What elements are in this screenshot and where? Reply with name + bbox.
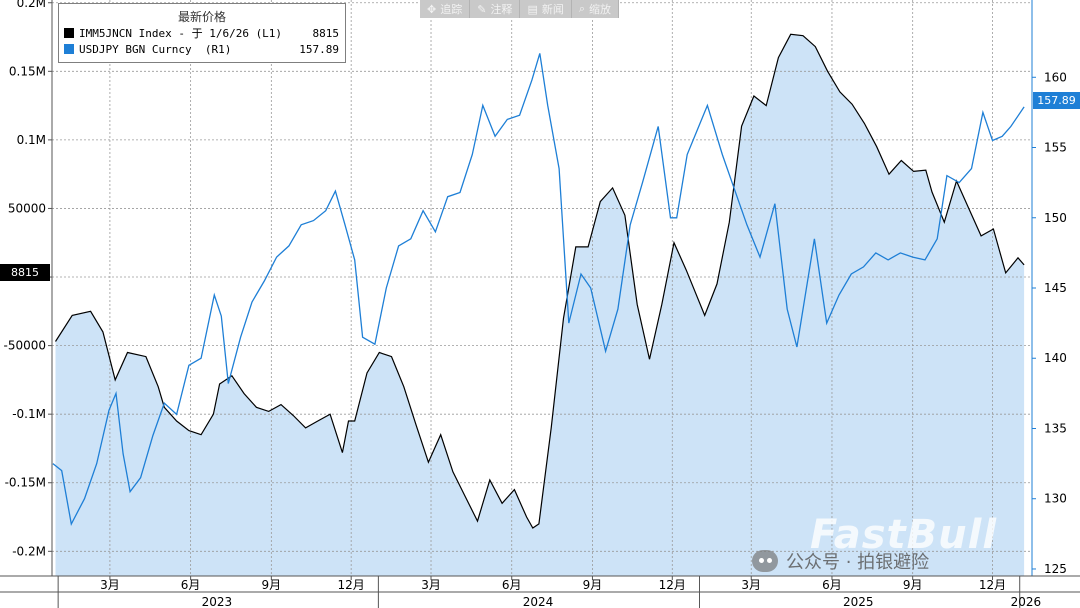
chart-toolbar: ✥ 追踪 ✎ 注释 ▤ 新闻 ⌕ 缩放	[420, 0, 620, 18]
left-last-value-badge: 8815	[0, 264, 50, 281]
x-month-label: 9月	[262, 578, 282, 592]
track-button[interactable]: ✥ 追踪	[420, 0, 471, 18]
x-month-label: 3月	[741, 578, 761, 592]
x-year-label: 2024	[523, 595, 554, 608]
left-tick-label: 50000	[8, 201, 46, 215]
news-button[interactable]: ▤ 新闻	[520, 0, 572, 18]
wechat-icon	[752, 550, 778, 572]
imm-series-line	[54, 33, 1025, 529]
zoom-button[interactable]: ⌕ 缩放	[572, 0, 620, 18]
left-tick-label: -0.15M	[5, 476, 46, 490]
legend-swatch	[64, 28, 74, 38]
x-month-label: 9月	[583, 578, 603, 592]
x-year-label: 2025	[843, 595, 874, 608]
pencil-icon: ✎	[477, 2, 487, 16]
x-month-label: 6月	[822, 578, 842, 592]
right-tick-label: 135	[1044, 421, 1067, 435]
right-tick-label: 160	[1044, 70, 1067, 84]
news-icon: ▤	[527, 2, 538, 16]
right-tick-label: 155	[1044, 141, 1067, 155]
left-tick-label: 0.15M	[9, 64, 46, 78]
left-tick-label: 0.2M	[17, 0, 46, 10]
legend-title: 最新价格	[177, 10, 226, 24]
legend-item-name: IMM5JNCN Index - 于 1/6/26 (L1)	[79, 27, 283, 40]
track-label: 追踪	[440, 3, 463, 16]
x-month-label: 3月	[100, 578, 120, 592]
news-label: 新闻	[541, 3, 564, 16]
legend-item-value: 157.89	[299, 42, 339, 56]
imm-area-fill	[55, 34, 1025, 577]
usdjpy-series-line	[52, 53, 1025, 526]
x-month-label: 9月	[903, 578, 923, 592]
chart-legend: 最新价格 IMM5JNCN Index - 于 1/6/26 (L1) 8815…	[58, 3, 346, 63]
x-month-label: 12月	[659, 578, 686, 592]
x-month-label: 12月	[338, 578, 365, 592]
move-icon: ✥	[427, 2, 437, 16]
left-tick-label: -0.1M	[12, 407, 46, 421]
legend-item-name: USDJPY BGN Curncy (R1)	[79, 42, 232, 56]
x-month-label: 6月	[502, 578, 522, 592]
watermark-channel: 公众号 · 拍银避险	[752, 548, 929, 574]
x-year-label: 2026	[1011, 595, 1042, 608]
legend-item-value: 8815	[312, 26, 340, 40]
x-year-label: 2023	[202, 595, 233, 608]
watermark-brand: FastBull	[810, 512, 998, 558]
left-tick-label: 0.1M	[17, 133, 46, 147]
x-month-label: 12月	[979, 578, 1006, 592]
right-tick-label: 150	[1044, 211, 1067, 225]
channel-name: 公众号 · 拍银避险	[786, 552, 930, 573]
legend-swatch	[64, 44, 74, 54]
right-tick-label: 145	[1044, 281, 1067, 295]
x-month-label: 6月	[181, 578, 201, 592]
x-month-label: 3月	[421, 578, 441, 592]
annotate-label: 注释	[490, 3, 513, 16]
right-tick-label: 140	[1044, 351, 1067, 365]
right-tick-label: 125	[1044, 562, 1067, 576]
legend-item[interactable]: USDJPY BGN Curncy (R1) 157.89	[59, 41, 345, 57]
legend-item[interactable]: IMM5JNCN Index - 于 1/6/26 (L1) 8815	[59, 25, 345, 41]
right-last-value-badge: 157.89	[1033, 92, 1080, 109]
zoom-icon: ⌕	[578, 2, 586, 15]
annotate-button[interactable]: ✎ 注释	[470, 0, 521, 18]
right-tick-label: 130	[1044, 492, 1067, 506]
left-tick-label: -0.2M	[12, 544, 46, 558]
left-tick-label: -50000	[3, 339, 46, 353]
zoom-label: 缩放	[589, 3, 612, 16]
